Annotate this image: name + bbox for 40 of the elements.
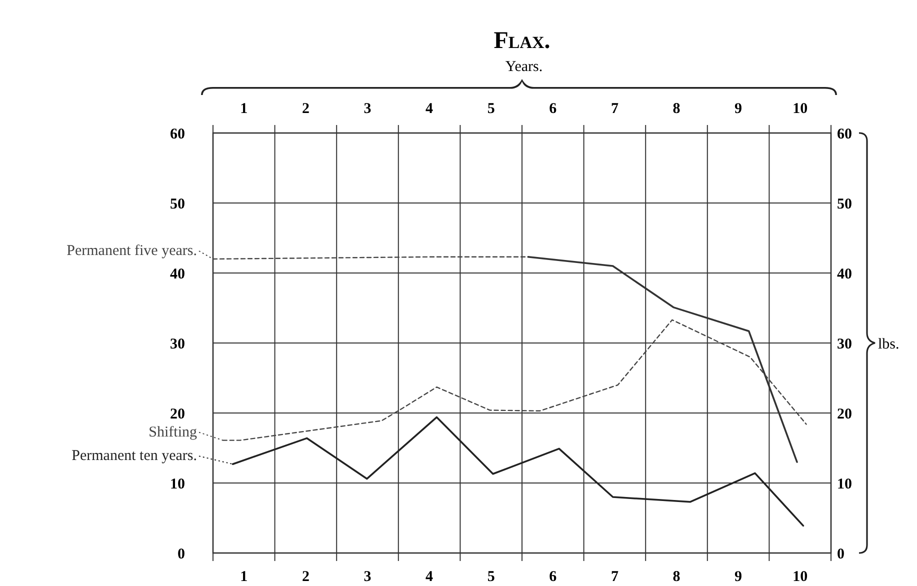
y-tick-label: 0 [178,546,185,562]
x2-tick-label: 2 [302,101,310,117]
x-tick-label: 8 [672,569,680,585]
y2-tick-label: 0 [837,546,844,562]
y-tick-label: 20 [170,406,185,422]
x2-tick-label: 5 [487,101,495,117]
x2-tick-label: 3 [364,101,372,117]
y2-tick-label: 10 [837,476,852,492]
y2-axis-title: lbs. [878,336,900,352]
x2-tick-label: 4 [426,101,434,117]
x2-tick-label: 10 [792,101,808,117]
legend-label: Shifting [148,424,198,440]
x2-axis-title: Years. [505,59,543,75]
y-tick-label: 10 [170,476,185,492]
x-tick-label: 2 [302,569,310,585]
y2-tick-label: 30 [837,336,852,352]
x-tick-label: 7 [610,569,619,585]
y2-tick-label: 20 [837,406,852,422]
y-tick-label: 50 [170,196,185,212]
x-tick-label: 6 [549,569,558,585]
y2-tick-label: 40 [837,266,852,282]
legend-label: Permanent ten years. [72,448,197,464]
x-tick-label: 5 [487,569,495,585]
y2-tick-label: 50 [837,196,852,212]
x-tick-label: 3 [364,569,372,585]
x2-tick-label: 9 [734,101,742,117]
chart-title: Flax. [494,28,550,54]
y-tick-label: 30 [170,336,185,352]
x-tick-label: 1 [240,569,248,585]
x2-tick-label: 7 [610,101,619,117]
x-tick-label: 4 [426,569,434,585]
legend-label: Permanent five years. [66,243,197,259]
y-tick-label: 40 [170,266,185,282]
x2-tick-label: 6 [549,101,558,117]
y2-tick-label: 60 [837,126,852,142]
x2-tick-label: 1 [240,101,248,117]
x2-tick-label: 8 [672,101,680,117]
x-tick-label: 10 [792,569,808,585]
y-tick-label: 60 [170,126,185,142]
x-tick-label: 9 [734,569,742,585]
